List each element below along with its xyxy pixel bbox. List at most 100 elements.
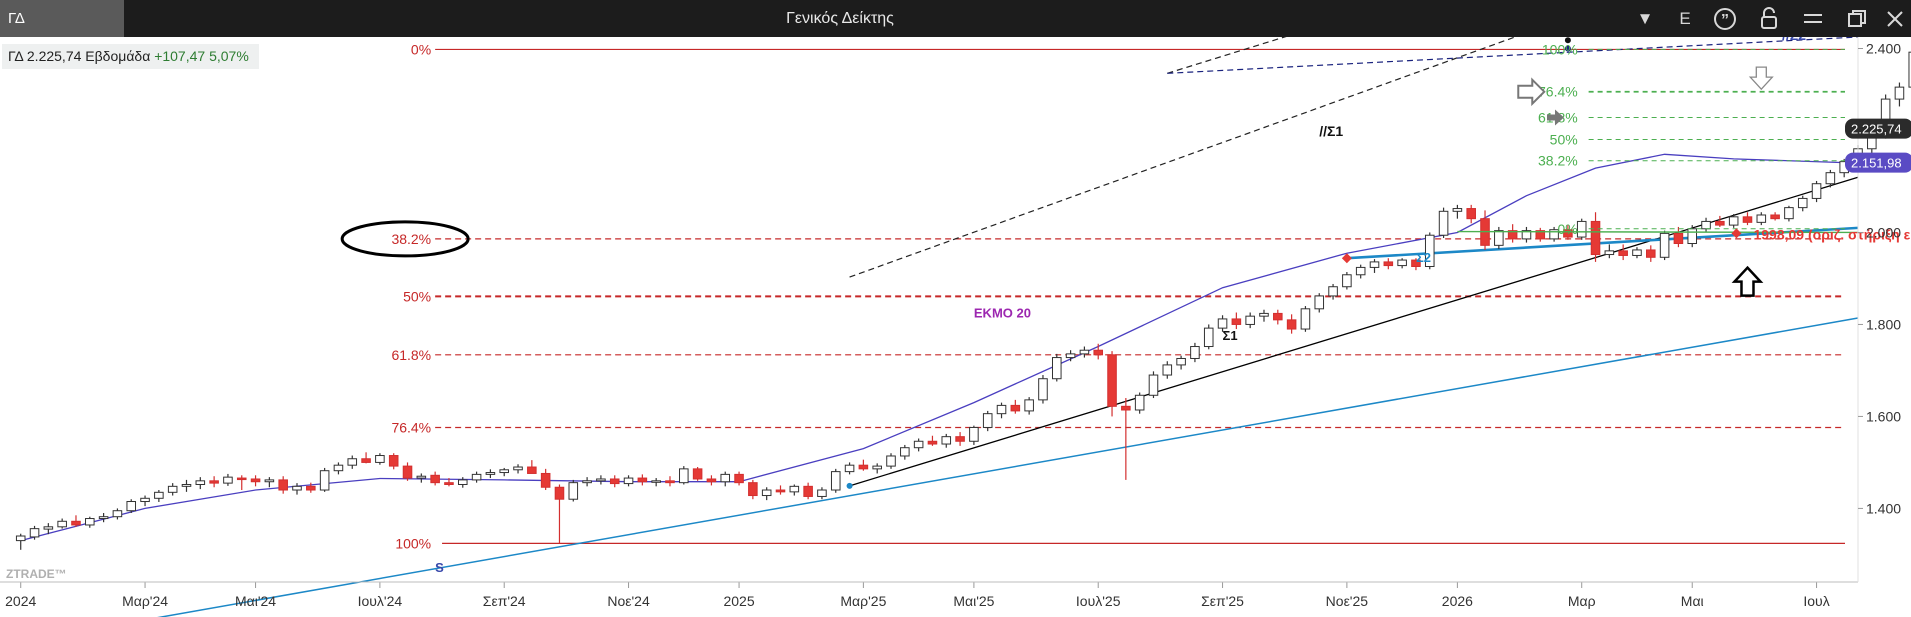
candle-body (306, 485, 316, 491)
candle-body (1549, 229, 1559, 240)
candle (1784, 205, 1794, 222)
candle-body (1604, 250, 1615, 256)
fib-level-label: 0% (411, 41, 431, 57)
lock-icon[interactable] (1752, 0, 1786, 37)
ema-price-tag: 2.151,98 (1851, 156, 1902, 171)
price-info-bar: ΓΔ 2.225,74 Εβδομάδα +107,47 5,07% (2, 44, 259, 69)
candles (15, 51, 1911, 550)
candle (1424, 232, 1435, 270)
candle-body (1715, 220, 1725, 226)
candlestick-chart[interactable]: 0% 38.2% 50% 61.8% 76.4% 100% 100% 76.4% 61.8% 5… (0, 37, 1911, 617)
candle-body (927, 440, 938, 445)
chevron-down-icon[interactable]: ▼ (1636, 9, 1654, 28)
candle (692, 467, 703, 481)
candle-body (71, 520, 81, 526)
candle (1521, 226, 1532, 243)
candle-body (416, 475, 427, 479)
candle-body (554, 486, 565, 500)
candle (1148, 371, 1159, 399)
ema-price-tag-bg (1845, 152, 1911, 173)
fib-right-label: 0% (1557, 221, 1577, 237)
fib-level-label: 50% (403, 288, 431, 304)
candle-body (499, 469, 509, 474)
candle-body (1231, 318, 1242, 325)
candle (1190, 342, 1200, 363)
candle-body (748, 482, 758, 497)
candle-body (1521, 230, 1532, 240)
x-tick-label: Μαρ (1568, 593, 1596, 609)
candle-body (347, 458, 358, 466)
candle-body (789, 485, 800, 493)
candle (1825, 169, 1836, 188)
candle (181, 479, 192, 492)
candle (1176, 355, 1186, 370)
candle-body (223, 476, 233, 484)
candle (264, 477, 275, 488)
candle-body (623, 477, 634, 485)
candle (996, 402, 1007, 419)
restore-icon[interactable] (1840, 0, 1874, 37)
candle (236, 475, 247, 491)
x-tick-label: Μαρ'24 (122, 593, 168, 609)
candle (1217, 315, 1228, 332)
y-tick-label: 1.400 (1866, 500, 1901, 516)
candle (154, 490, 164, 502)
candle (1452, 204, 1463, 219)
candle-body (29, 528, 40, 538)
candle-body (1355, 266, 1366, 276)
candle-body (388, 455, 399, 467)
candle (1203, 324, 1214, 350)
candle-body (1314, 295, 1325, 310)
candle (1383, 258, 1394, 270)
x-tick-label: Μαι'24 (235, 593, 276, 609)
candle-body (720, 473, 731, 483)
candle-body (1784, 207, 1794, 220)
y-tick-label: 2.000 (1866, 224, 1901, 240)
candle-body (1701, 220, 1711, 230)
candle (513, 464, 523, 474)
candle-body (596, 478, 606, 482)
candle (485, 469, 496, 479)
fib-level-label: 38.2% (391, 231, 431, 247)
fib-level-label: 61.8% (391, 347, 431, 363)
candle (499, 467, 509, 477)
candle (1590, 212, 1601, 262)
candle-body (485, 472, 496, 475)
candle (720, 471, 731, 487)
candle-body (292, 485, 302, 491)
candle (112, 508, 123, 520)
candle-body (1148, 374, 1159, 396)
candle-body (430, 474, 440, 484)
close-icon[interactable] (1878, 0, 1911, 37)
trendline-anchor-dot (1564, 37, 1571, 44)
candle (789, 484, 800, 496)
candle-body (1507, 230, 1518, 240)
candle (761, 487, 772, 501)
ema-line (20, 153, 1845, 542)
fib-right-base-line (1457, 230, 1859, 234)
trend-lines (157, 37, 1859, 617)
menu-icon[interactable] (1796, 0, 1830, 37)
svg-text:”: ” (1721, 12, 1729, 29)
candle (886, 453, 896, 469)
candle-body (817, 489, 827, 497)
candle (872, 463, 882, 474)
symbol-field[interactable]: ΓΔ (0, 0, 124, 37)
candle-body (1797, 197, 1808, 209)
candle-body (1217, 318, 1228, 329)
support-diamond-icon (1731, 228, 1742, 239)
candle (347, 455, 358, 469)
candle-body (1024, 399, 1034, 412)
quote-icon[interactable]: ” (1708, 0, 1742, 37)
candle (527, 460, 537, 474)
fib-level-label: 76.4% (391, 419, 431, 435)
candle-body (1770, 214, 1780, 220)
candle (471, 471, 482, 483)
candle (748, 479, 758, 500)
e-button[interactable]: E (1679, 9, 1691, 28)
channel2-line (1167, 37, 1859, 74)
candle-body (57, 520, 67, 528)
candle (941, 433, 952, 448)
candle-body (540, 472, 551, 488)
candle-body (43, 526, 54, 530)
